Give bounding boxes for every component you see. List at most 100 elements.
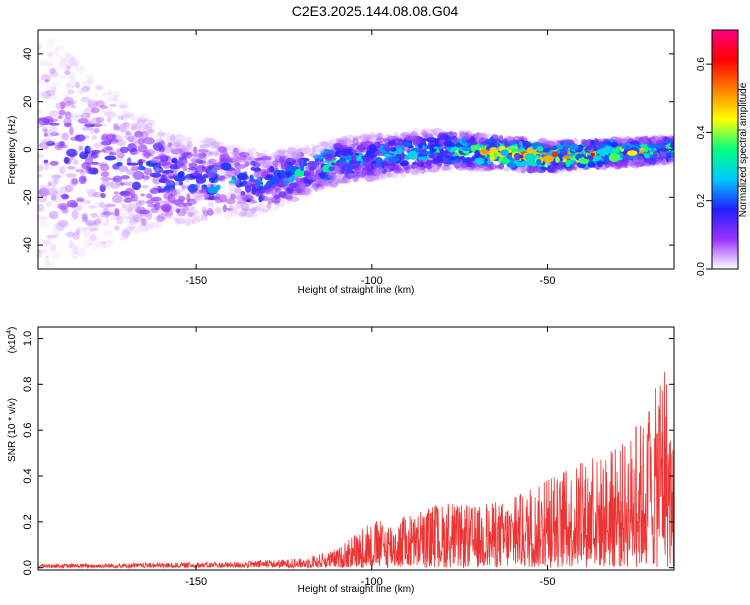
spectrogram-cell (41, 74, 52, 82)
spectrogram-cell (84, 120, 92, 129)
spectrogram-y-ticks: -40 -20 0 20 40 (22, 48, 674, 253)
spectrogram-cell (83, 239, 92, 248)
spectrogram-cell (501, 139, 509, 145)
spectrogram-cell (385, 134, 393, 140)
spectrogram-cell (352, 154, 357, 162)
spectrogram-cell (54, 142, 64, 151)
spectrogram-cell (266, 201, 272, 210)
spectrogram-cell (119, 208, 131, 212)
spectrogram-cell (207, 169, 217, 179)
spectrogram-cell (169, 188, 177, 193)
spectrogram-cell (450, 137, 462, 144)
spectrogram-cell (88, 205, 97, 209)
spectrogram-cell (57, 203, 69, 210)
spectrogram-cell (430, 128, 437, 136)
spectrogram-cell (222, 204, 227, 213)
spectrogram-cell (170, 148, 183, 155)
spectrogram-y-tick-label: -20 (22, 189, 34, 205)
spectrogram-cell (188, 218, 193, 222)
spectrogram-cell (188, 162, 198, 169)
spectrogram-cell (168, 175, 176, 180)
spectrogram-cell (234, 157, 242, 163)
spectrogram-cell (80, 96, 91, 103)
spectrogram-cell (97, 243, 107, 249)
spectrogram-cell (208, 158, 217, 165)
spectrogram-cell (537, 145, 544, 152)
spectrogram-cell (208, 150, 218, 154)
spectrogram-cell (162, 161, 172, 169)
spectrogram-cell (54, 47, 59, 56)
spectrogram-cell (51, 174, 63, 178)
spectrogram-cell (266, 204, 272, 210)
spectrogram-cell (309, 183, 317, 191)
spectrogram-cell (158, 153, 167, 161)
spectrogram-cell (65, 62, 71, 70)
spectrogram-cell (179, 203, 185, 208)
spectrogram-y-tick-label: 0 (22, 146, 34, 152)
spectrogram-cell (469, 137, 476, 142)
spectrogram-cell (65, 83, 71, 91)
spectrogram-cell (243, 208, 255, 218)
spectrogram-cell (621, 137, 627, 145)
spectrogram-cell (348, 170, 356, 174)
spectrogram-cell (287, 148, 294, 155)
spectrogram-cell (119, 146, 129, 154)
spectrogram-cell (606, 140, 612, 146)
spectrogram-cell (138, 117, 149, 122)
spectrogram-cell (102, 203, 112, 207)
spectrogram-cell (196, 174, 204, 180)
spectrogram-cell (64, 95, 70, 103)
spectrogram-cell (70, 136, 82, 141)
spectrogram-cell (583, 156, 594, 160)
spectrogram-cell (401, 133, 409, 138)
spectrogram-cell (121, 229, 130, 239)
spectrogram-cell (243, 181, 251, 189)
spectrogram-cell (250, 147, 256, 155)
spectrogram-cell (516, 161, 524, 167)
spectrogram-cell (38, 215, 46, 222)
spectrogram-cell (461, 137, 466, 145)
spectrogram-cell (119, 104, 128, 109)
spectrogram-cell (240, 190, 246, 196)
spectrogram-cell (150, 196, 162, 202)
spectrogram-cell (136, 123, 148, 132)
spectrogram-cell (45, 79, 50, 83)
spectrogram-cell (80, 169, 86, 177)
spectrogram-cell (286, 146, 296, 154)
spectrogram-cell (376, 135, 382, 141)
spectrogram-cell (191, 193, 203, 198)
spectrogram-cell (506, 146, 517, 151)
spectrogram-cell (67, 60, 74, 67)
spectrogram-cell (190, 210, 201, 216)
spectrogram-cell (72, 231, 80, 241)
spectrogram-cell (188, 213, 193, 218)
spectrogram-cell (169, 134, 176, 142)
spectrogram-cell (314, 145, 326, 154)
spectrogram-cell (278, 150, 284, 157)
spectrogram-cell (133, 140, 144, 149)
spectrogram-cell (311, 170, 322, 175)
spectrogram-cell (474, 132, 485, 138)
spectrogram-cells (38, 38, 674, 268)
spectrogram-cell (50, 195, 57, 201)
spectrogram-cell (154, 202, 161, 211)
spectrogram-cell (131, 181, 141, 191)
spectrogram-cell (105, 203, 116, 208)
spectrogram-cell (81, 126, 94, 131)
spectrogram-cell (250, 160, 256, 166)
spectrogram-cell (84, 188, 92, 193)
spectrogram-cell (116, 155, 124, 162)
spectrogram-cell (78, 145, 84, 151)
spectrogram-cell (66, 79, 79, 88)
spectrogram-cell (202, 137, 213, 146)
spectrogram-cell (119, 182, 125, 186)
spectrogram-cell (127, 214, 139, 221)
spectrogram-cell (506, 162, 518, 168)
spectrogram-cell (213, 151, 220, 157)
spectrogram-cell (189, 186, 197, 195)
spectrogram-cell (248, 207, 258, 212)
spectrogram-cell (306, 185, 317, 191)
spectrogram-cell (95, 84, 105, 91)
spectrogram-cell (176, 203, 188, 208)
spectrogram-cell (551, 151, 559, 157)
